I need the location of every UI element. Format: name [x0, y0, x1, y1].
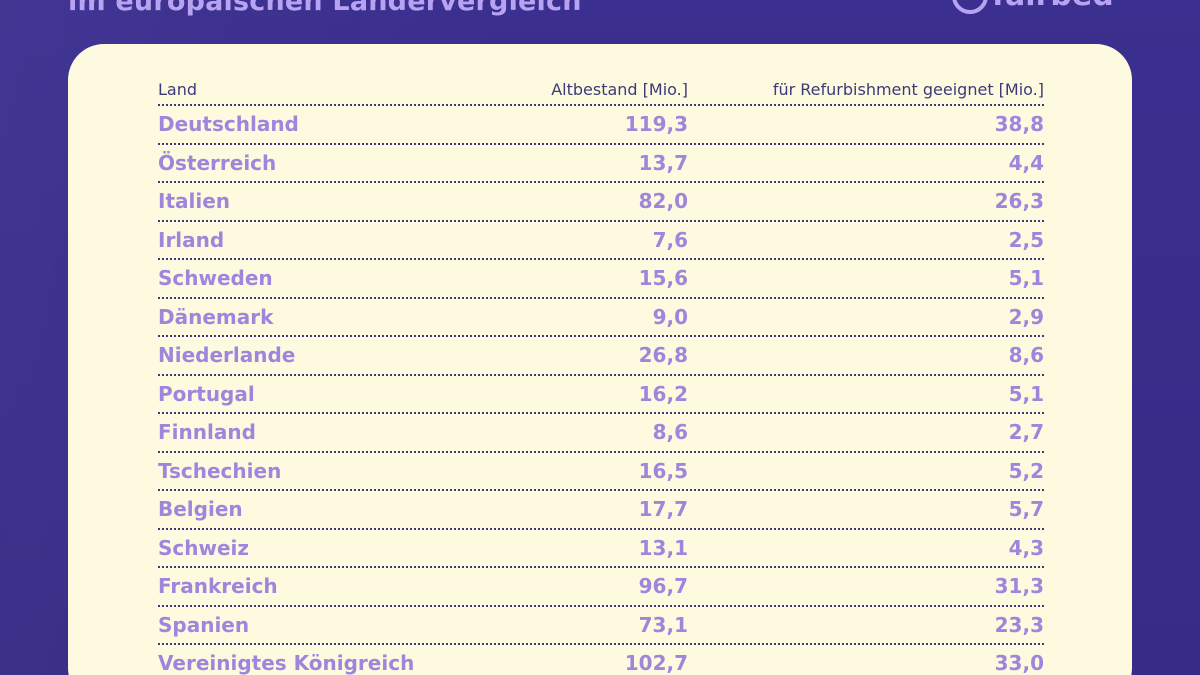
cell-altbestand: 82,0: [638, 189, 688, 214]
cell-altbestand: 13,1: [638, 535, 688, 560]
cell-refurbishment: 31,3: [994, 574, 1044, 599]
cell-altbestand: 16,5: [638, 458, 688, 483]
table-row: Portugal 16,2 5,1: [158, 376, 1044, 414]
column-header-altbestand: Altbestand [Mio.]: [551, 79, 688, 99]
cell-land: Italien: [158, 189, 231, 214]
cell-land: Portugal: [158, 381, 255, 406]
table-row: Finnland 8,6 2,7: [158, 414, 1044, 453]
table-row: Tschechien 16,5 5,2: [158, 453, 1044, 491]
cell-land: Österreich: [158, 150, 277, 175]
cell-land: Dänemark: [158, 304, 274, 329]
cell-altbestand: 119,3: [624, 112, 688, 137]
column-header-refurbishment: für Refurbishment geeignet [Mio.]: [772, 79, 1044, 99]
table-row: Irland 7,6 2,5: [158, 222, 1044, 260]
cell-altbestand: 73,1: [638, 612, 688, 637]
cell-land: Finnland: [158, 420, 256, 445]
cell-refurbishment: 26,3: [994, 189, 1044, 214]
cell-altbestand: 15,6: [638, 266, 688, 291]
cell-refurbishment: 5,7: [1008, 497, 1044, 522]
table-row: Vereinigtes Königreich 102,7 33,0: [158, 645, 1044, 675]
cell-land: Spanien: [158, 612, 250, 637]
page-title: im europäischen Ländervergleich: [68, 0, 582, 17]
cell-refurbishment: 2,9: [1008, 304, 1044, 329]
cell-altbestand: 16,2: [638, 381, 688, 406]
table-row: Niederlande 26,8 8,6: [158, 337, 1044, 376]
cell-altbestand: 13,7: [638, 150, 688, 175]
cell-land: Niederlande: [158, 343, 296, 368]
cell-altbestand: 102,7: [624, 651, 688, 675]
country-table: Land Altbestand [Mio.] für Refurbishment…: [158, 74, 1044, 675]
table-row: Italien 82,0 26,3: [158, 183, 1044, 222]
cell-refurbishment: 23,3: [994, 612, 1044, 637]
cell-refurbishment: 4,3: [1008, 535, 1044, 560]
cell-refurbishment: 5,1: [1008, 266, 1044, 291]
table-row: Spanien 73,1 23,3: [158, 607, 1044, 645]
cell-land: Tschechien: [158, 458, 282, 483]
cell-land: Belgien: [158, 497, 243, 522]
cell-altbestand: 7,6: [652, 227, 688, 252]
cell-altbestand: 96,7: [638, 574, 688, 599]
cell-refurbishment: 2,5: [1008, 227, 1044, 252]
cell-refurbishment: 8,6: [1008, 343, 1044, 368]
cell-land: Schweden: [158, 266, 273, 291]
table-row: Dänemark 9,0 2,9: [158, 299, 1044, 337]
cell-refurbishment: 5,2: [1008, 458, 1044, 483]
cell-refurbishment: 33,0: [994, 651, 1044, 675]
cell-altbestand: 8,6: [652, 420, 688, 445]
table-row: Frankreich 96,7 31,3: [158, 568, 1044, 607]
cell-refurbishment: 4,4: [1008, 150, 1044, 175]
logo-text: fairbed: [992, 0, 1114, 11]
table-row: Deutschland 119,3 38,8: [158, 106, 1044, 145]
table-header-row: Land Altbestand [Mio.] für Refurbishment…: [158, 74, 1044, 106]
table-row: Österreich 13,7 4,4: [158, 145, 1044, 183]
column-header-land: Land: [158, 79, 198, 99]
cell-altbestand: 9,0: [652, 304, 688, 329]
table-row: Schweiz 13,1 4,3: [158, 530, 1044, 568]
cell-land: Frankreich: [158, 574, 278, 599]
cell-altbestand: 17,7: [638, 497, 688, 522]
cell-refurbishment: 38,8: [994, 112, 1044, 137]
table-row: Belgien 17,7 5,7: [158, 491, 1044, 530]
cell-land: Vereinigtes Königreich: [158, 651, 415, 675]
cell-refurbishment: 2,7: [1008, 420, 1044, 445]
cell-altbestand: 26,8: [638, 343, 688, 368]
table-body: Deutschland 119,3 38,8 Österreich 13,7 4,4 Ita…: [158, 106, 1044, 675]
cell-land: Irland: [158, 227, 225, 252]
cell-land: Deutschland: [158, 112, 299, 137]
brand-logo: fairbed: [952, 0, 1114, 14]
table-card: Land Altbestand [Mio.] für Refurbishment…: [68, 44, 1132, 675]
table-row: Schweden 15,6 5,1: [158, 260, 1044, 299]
cell-refurbishment: 5,1: [1008, 381, 1044, 406]
cell-land: Schweiz: [158, 535, 250, 560]
circle-logo-icon: [952, 0, 988, 14]
